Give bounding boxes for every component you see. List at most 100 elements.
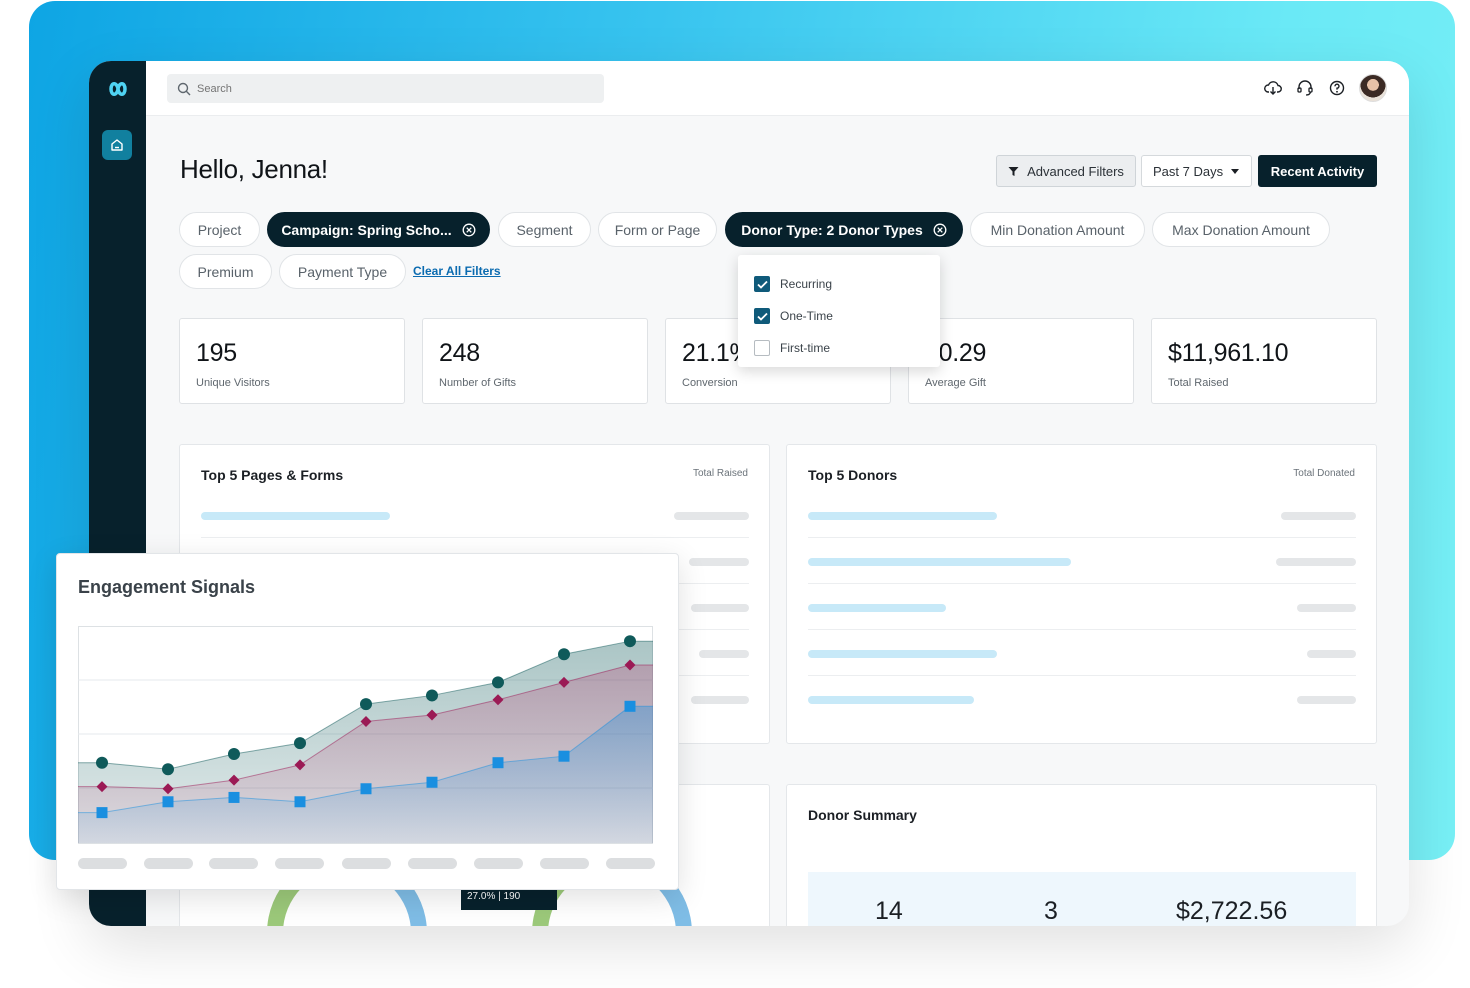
filter-chip-payment-type[interactable]: Payment Type: [279, 254, 406, 289]
filter-chip-premium[interactable]: Premium: [179, 254, 272, 289]
filter-chip-max-donation[interactable]: Max Donation Amount: [1152, 212, 1330, 247]
summary-value: $2,722.56: [1176, 897, 1288, 925]
checkbox-checked[interactable]: [754, 276, 770, 292]
user-avatar[interactable]: [1359, 74, 1387, 102]
data-point: [558, 648, 570, 661]
placeholder-bar: [201, 512, 390, 520]
remove-filter-icon[interactable]: [933, 223, 947, 237]
filter-chip-segment[interactable]: Segment: [498, 212, 591, 247]
row-divider: [808, 537, 1356, 538]
placeholder-value: [1307, 650, 1356, 658]
data-point: [294, 796, 306, 808]
summary-value: 14: [875, 897, 903, 925]
filter-chip-donor-type[interactable]: Donor Type: 2 Donor Types: [725, 212, 963, 247]
filter-icon: [1008, 166, 1019, 176]
panel-meta: Total Raised: [692, 468, 748, 479]
download-cloud-icon[interactable]: [1263, 78, 1283, 98]
filter-chip-label: Payment Type: [297, 263, 388, 280]
brand-logo-icon[interactable]: [102, 77, 134, 101]
panel-meta: Total Donated: [1293, 468, 1355, 479]
metric-card-average-gift: 60.29 Average Gift: [908, 318, 1134, 404]
filter-chip-campaign[interactable]: Campaign: Spring Scho...: [267, 212, 490, 247]
filter-chip-min-donation[interactable]: Min Donation Amount: [970, 212, 1145, 247]
engagement-chart: [78, 626, 653, 844]
date-range-label: Past 7 Days: [1153, 163, 1224, 179]
advanced-filters-label: Advanced Filters: [1027, 163, 1124, 179]
data-point: [228, 748, 240, 761]
x-axis-label-placeholder: [540, 858, 589, 869]
donor-type-option-first-time[interactable]: First-time: [738, 332, 940, 364]
filter-chip-form-or-page[interactable]: Form or Page: [598, 212, 717, 247]
option-label: Recurring: [780, 277, 833, 291]
placeholder-value: [689, 558, 749, 566]
clear-all-filters-link[interactable]: Clear All Filters: [413, 264, 501, 278]
help-icon[interactable]: [1327, 78, 1347, 98]
top-bar: [146, 61, 1409, 116]
data-point: [294, 759, 306, 771]
data-point: [426, 776, 438, 788]
data-point: [162, 783, 174, 795]
metric-value: 248: [439, 339, 480, 367]
row-divider: [201, 537, 749, 538]
top-icons: [1263, 74, 1387, 102]
series-area-2: [78, 706, 653, 843]
checkbox-checked[interactable]: [754, 308, 770, 324]
filter-chip-label: Premium: [197, 263, 254, 280]
panel-title: Top 5 Pages & Forms: [201, 467, 344, 483]
search-input[interactable]: [197, 82, 577, 95]
filter-chip-label: Project: [197, 221, 242, 238]
donor-type-option-one-time[interactable]: One-Time: [738, 300, 940, 332]
placeholder-bar: [808, 650, 997, 658]
recent-activity-button[interactable]: Recent Activity: [1258, 155, 1377, 187]
metric-label: Average Gift: [925, 377, 986, 389]
data-point: [96, 807, 108, 819]
card-title: Engagement Signals: [78, 577, 256, 597]
date-range-select[interactable]: Past 7 Days: [1141, 155, 1252, 187]
data-point: [558, 676, 570, 688]
data-point: [492, 757, 504, 769]
advanced-filters-button[interactable]: Advanced Filters: [996, 155, 1136, 187]
row-divider: [808, 583, 1356, 584]
metric-label: Total Raised: [1168, 377, 1229, 389]
data-point: [360, 783, 372, 795]
filter-chip-label: Min Donation Amount: [990, 221, 1125, 238]
row-divider: [808, 629, 1356, 630]
metric-value: 195: [196, 339, 237, 367]
data-point: [426, 689, 438, 702]
search-box[interactable]: [167, 74, 604, 103]
option-label: First-time: [780, 341, 830, 355]
data-point: [492, 694, 504, 706]
checkbox-unchecked[interactable]: [754, 340, 770, 356]
option-label: One-Time: [780, 309, 833, 323]
metric-card-number-of-gifts: 248 Number of Gifts: [422, 318, 648, 404]
placeholder-bar: [808, 604, 946, 612]
x-axis-label-placeholder: [474, 858, 523, 869]
remove-filter-icon[interactable]: [462, 223, 476, 237]
x-axis-label-placeholder: [144, 858, 193, 869]
metric-card-total-raised: $11,961.10 Total Raised: [1151, 318, 1377, 404]
metric-label: Conversion: [682, 377, 738, 389]
data-point: [624, 659, 636, 671]
placeholder-value: [691, 604, 749, 612]
metric-value: 60.29: [925, 339, 987, 367]
data-point: [162, 796, 174, 808]
placeholder-bar: [808, 696, 974, 704]
filter-chip-label: Max Donation Amount: [1172, 221, 1310, 238]
filter-chip-project[interactable]: Project: [179, 212, 260, 247]
metric-card-unique-visitors: 195 Unique Visitors: [179, 318, 405, 404]
checkmark-icon: [756, 312, 768, 321]
placeholder-value: [1281, 512, 1356, 520]
metric-value: $11,961.10: [1168, 339, 1289, 367]
data-point: [624, 700, 636, 712]
x-axis-label-placeholder: [275, 858, 324, 869]
x-axis-label-placeholder: [78, 858, 127, 869]
filter-chip-label: Form or Page: [614, 221, 701, 238]
home-nav-button[interactable]: [102, 130, 132, 160]
page-greeting: Hello, Jenna!: [180, 154, 328, 184]
donor-type-option-recurring[interactable]: Recurring: [738, 268, 940, 300]
data-point: [624, 635, 636, 648]
support-headset-icon[interactable]: [1295, 78, 1315, 98]
placeholder-value: [674, 512, 749, 520]
data-point: [360, 698, 372, 711]
